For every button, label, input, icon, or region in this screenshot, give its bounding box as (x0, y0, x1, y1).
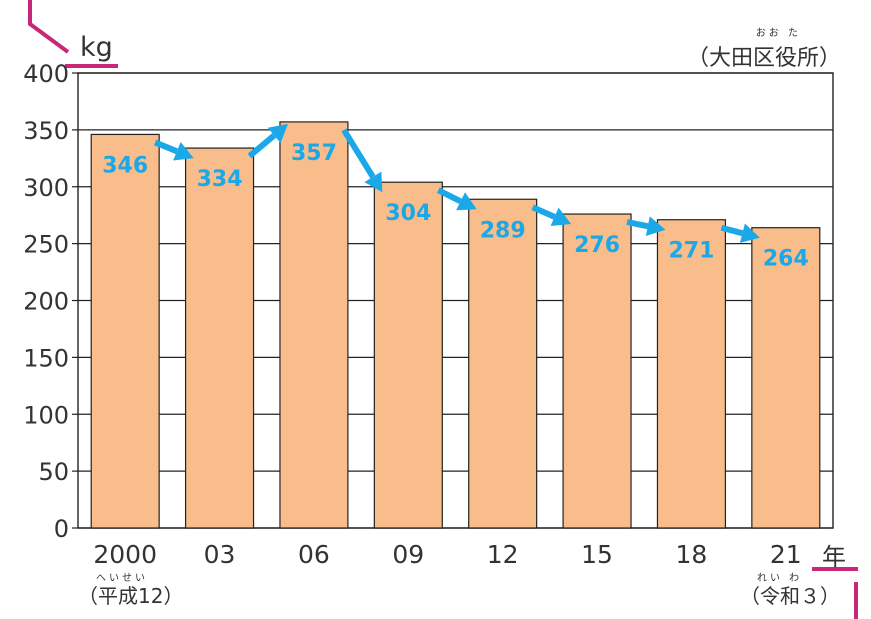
arrows-layer (154, 123, 760, 243)
x-tick-label: 03 (204, 540, 236, 569)
bar-2000 (90, 133, 160, 529)
trend-arrow (341, 128, 383, 193)
bar-09 (373, 181, 443, 529)
y-tick-label: 50 (38, 458, 69, 486)
trend-arrow (436, 187, 477, 211)
y-tick-label: 350 (23, 117, 69, 145)
trend-arrow (154, 139, 194, 161)
y-tick-label: 200 (23, 288, 69, 316)
bar-15 (562, 213, 632, 529)
decor-layer (28, 0, 858, 619)
trend-arrow (626, 216, 666, 237)
x-tick-label: 12 (487, 540, 519, 569)
x-tick-label: 2000 (93, 540, 157, 569)
y-tick-label: 150 (23, 344, 69, 372)
bar-12 (468, 198, 538, 529)
y-tick-label: 0 (54, 515, 69, 543)
source-label: （大田区役所） (686, 46, 841, 71)
y-tick-label: 400 (23, 60, 69, 88)
x-tick-label: 09 (392, 540, 424, 569)
y-tick-label: 300 (23, 174, 69, 202)
accent-mark-top (28, 0, 70, 54)
x-tick-label: 18 (676, 540, 708, 569)
data-label: 271 (668, 239, 714, 264)
last-era-ruby: れい わ (757, 573, 803, 584)
data-label: 334 (197, 167, 243, 192)
x-axis-unit: 年 (822, 543, 846, 571)
data-label: 289 (480, 218, 526, 243)
last-era-label: （令和３） (740, 584, 840, 608)
x-tick-label: 21 (770, 540, 802, 569)
bar-21 (751, 227, 821, 529)
labels-layer: 346 334 357 304 289 276 271 264 (102, 141, 809, 272)
bar-03 (184, 147, 255, 529)
bars-layer (90, 121, 821, 529)
trend-arrow (531, 204, 572, 227)
x-tick-label: 15 (581, 540, 613, 569)
source-ruby: おお た (755, 28, 801, 39)
ticks-layer: 0 50 100 150 200 250 300 350 400 2000 03 06 09 12 15 18… (23, 60, 802, 569)
first-era-ruby: へいせい (96, 573, 148, 584)
data-label: 346 (102, 153, 148, 178)
y-tick-label: 250 (23, 231, 69, 259)
x-tick-label: 06 (298, 540, 330, 569)
first-era-label: （平成12） (78, 584, 184, 608)
trend-arrow (247, 123, 288, 159)
plot-frame (77, 72, 834, 529)
data-label: 264 (763, 247, 809, 272)
data-label: 276 (574, 233, 620, 258)
y-tick-label: 100 (23, 401, 69, 429)
y-axis-unit: kg (80, 32, 113, 63)
bar-18 (656, 219, 727, 529)
data-label: 357 (291, 141, 337, 166)
data-label: 304 (385, 201, 431, 226)
bar-06 (279, 121, 349, 529)
trend-arrow (720, 223, 760, 243)
